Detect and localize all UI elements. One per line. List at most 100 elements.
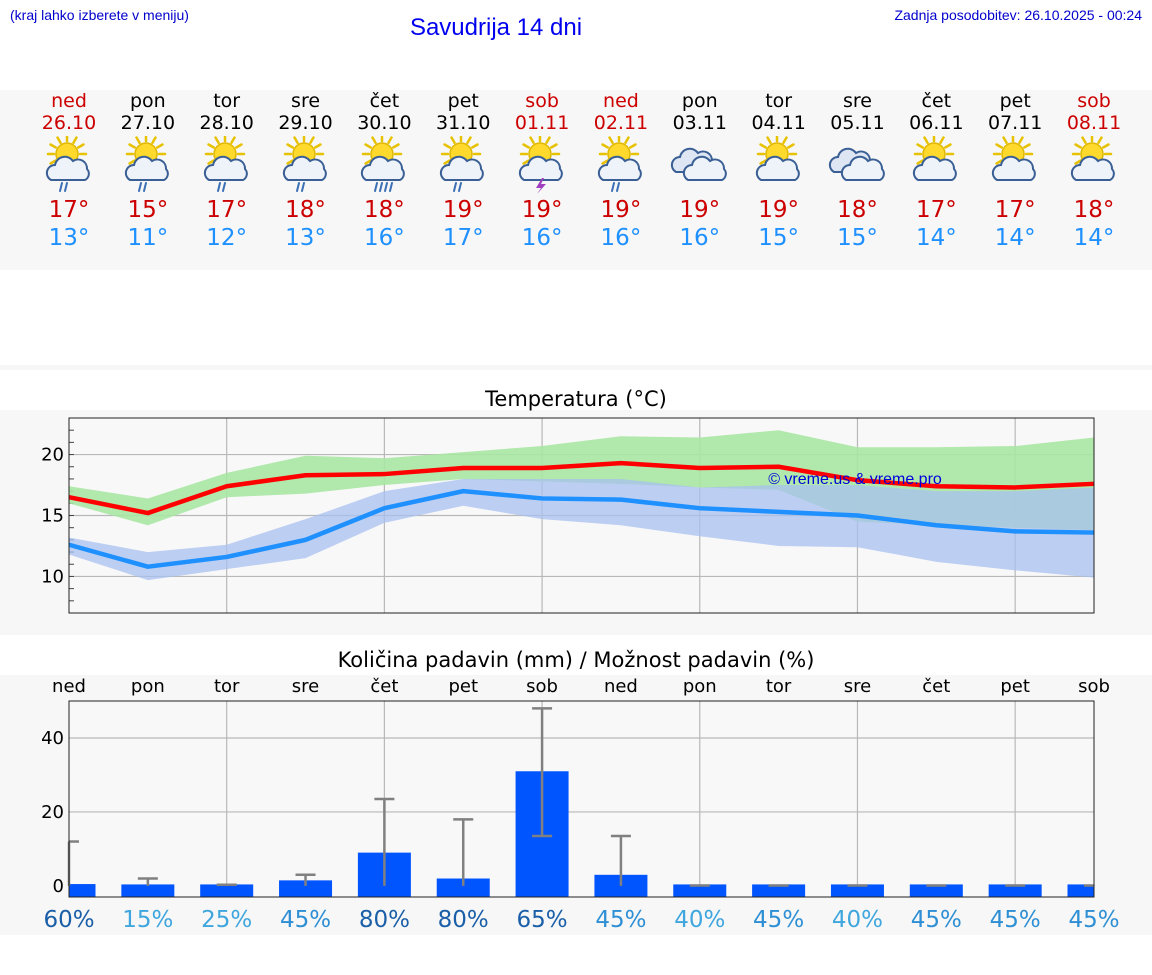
precip-day-label: tor [214, 676, 240, 697]
forecast-day: sob 01.11 19° 16° [502, 90, 582, 252]
temp-max: 18° [364, 197, 405, 223]
forecast-days-panel: ned 26.10 17° 13° pon 27.10 15° 11° tor 28.10 17° 1… [0, 90, 1152, 270]
precip-y-tick-label: 40 [41, 728, 64, 749]
precip-bar [121, 884, 175, 897]
precip-day-label: sob [526, 676, 558, 697]
sun-cloud-rain-icon [440, 136, 485, 192]
precip-probability: 80% [438, 907, 489, 933]
temp-max: 19° [521, 197, 563, 223]
precip-bar [436, 878, 490, 897]
cloudy-icon [828, 147, 885, 181]
forecast-day: čet 06.11 17° 14° [896, 90, 976, 252]
day-date: 28.10 [199, 112, 254, 134]
day-date: 31.10 [436, 112, 491, 134]
sun-cloud-icon [1070, 136, 1115, 181]
temp-min: 11° [127, 225, 169, 251]
forecast-day: ned 02.11 19° 16° [581, 90, 661, 252]
temp-min: 13° [285, 225, 326, 251]
precip-probability: 45% [280, 907, 331, 933]
precip-probability: 45% [595, 907, 646, 933]
temp-min: 16° [679, 225, 721, 251]
precip-day-label: pon [683, 676, 717, 697]
precip-bar [673, 884, 727, 897]
precip-bar [1067, 884, 1094, 897]
temp-min: 14° [1073, 225, 1115, 251]
precip-probability: 40% [832, 907, 883, 933]
temp-max: 15° [127, 197, 169, 223]
day-name: pon [681, 90, 718, 112]
precip-day-label: pon [131, 676, 165, 697]
temp-min: 15° [758, 225, 800, 251]
forecast-day: pon 03.11 19° 16° [660, 90, 740, 252]
precip-probability: 25% [201, 907, 252, 933]
precipitation-chart-title: Količina padavin (mm) / Možnost padavin … [337, 648, 815, 672]
temp-min: 12° [206, 225, 248, 251]
precip-day-label: tor [766, 676, 792, 697]
precip-y-tick-label: 0 [53, 876, 64, 897]
day-date: 02.11 [593, 112, 649, 134]
precip-bar [69, 884, 96, 897]
precip-probability: 45% [990, 907, 1041, 933]
temp-min: 14° [915, 225, 957, 251]
precip-bar [988, 884, 1042, 897]
precip-plot-area [69, 701, 1094, 897]
sun-cloud-rain-icon [45, 136, 90, 192]
day-name: sob [525, 90, 559, 112]
max-temp-line [68, 460, 1095, 516]
temp-min: 14° [994, 225, 1036, 251]
forecast-day: pet 07.11 17° 14° [975, 90, 1055, 252]
temp-max: 19° [600, 197, 642, 223]
precip-probability: 40% [674, 907, 725, 933]
temp-min: 17° [442, 225, 484, 251]
day-date: 07.11 [987, 112, 1043, 134]
day-name: čet [369, 90, 400, 112]
forecast-day: tor 28.10 17° 12° [187, 90, 267, 252]
precip-bar [752, 884, 806, 897]
temp-min: 16° [600, 225, 642, 251]
day-date: 05.11 [830, 112, 885, 134]
separator-band [0, 365, 1152, 370]
sun-thunder-icon [518, 136, 563, 194]
day-name: sre [291, 90, 321, 112]
forecast-day: čet 30.10 18° 16° [344, 90, 424, 252]
day-name: pet [447, 90, 479, 112]
forecast-day: sob 08.11 18° 14° [1054, 90, 1134, 252]
precip-probability: 80% [359, 907, 410, 933]
precip-day-label: ned [52, 676, 86, 697]
day-date: 06.11 [909, 112, 964, 134]
day-name: pon [129, 90, 166, 112]
day-date: 03.11 [672, 112, 727, 134]
precip-probability: 45% [1068, 907, 1119, 933]
location-hint: (kraj lahko izberete v meniju) [10, 7, 189, 23]
precip-probability: 45% [911, 907, 962, 933]
cloudy-icon [670, 147, 727, 181]
precip-bar [909, 884, 963, 897]
temp-min: 16° [364, 225, 405, 251]
sun-cloud-heavy-rain-icon [361, 136, 406, 192]
forecast-day: ned 26.10 17° 13° [29, 90, 109, 252]
day-name: pet [999, 90, 1031, 112]
temp-max: 17° [206, 197, 248, 223]
sun-cloud-icon [755, 136, 800, 181]
precip-day-label: čet [370, 676, 398, 697]
last-updated: Zadnja posodobitev: 26.10.2025 - 00:24 [894, 7, 1142, 23]
precip-probability: 65% [517, 907, 568, 933]
temp-y-tick-label: 10 [41, 566, 64, 587]
temp-plot-border [68, 417, 1095, 614]
temp-min: 16° [521, 225, 563, 251]
precip-y-tick-label: 20 [41, 802, 64, 823]
temperature-chart-title: Temperatura (°C) [485, 387, 667, 411]
day-name: sre [843, 90, 872, 112]
day-date: 04.11 [751, 112, 806, 134]
day-name: čet [921, 90, 952, 112]
temp-max: 18° [837, 197, 878, 223]
temp-max: 18° [1073, 197, 1115, 223]
temp-min: 13° [48, 225, 90, 251]
temp-max: 19° [442, 197, 484, 223]
temp-min: 15° [837, 225, 878, 251]
forecast-day: sre 05.11 18° 15° [818, 90, 898, 252]
min-temp-range-band [69, 478, 1094, 581]
temp-max: 18° [285, 197, 326, 223]
precip-day-label: sre [844, 676, 871, 697]
precip-day-label: ned [604, 676, 638, 697]
